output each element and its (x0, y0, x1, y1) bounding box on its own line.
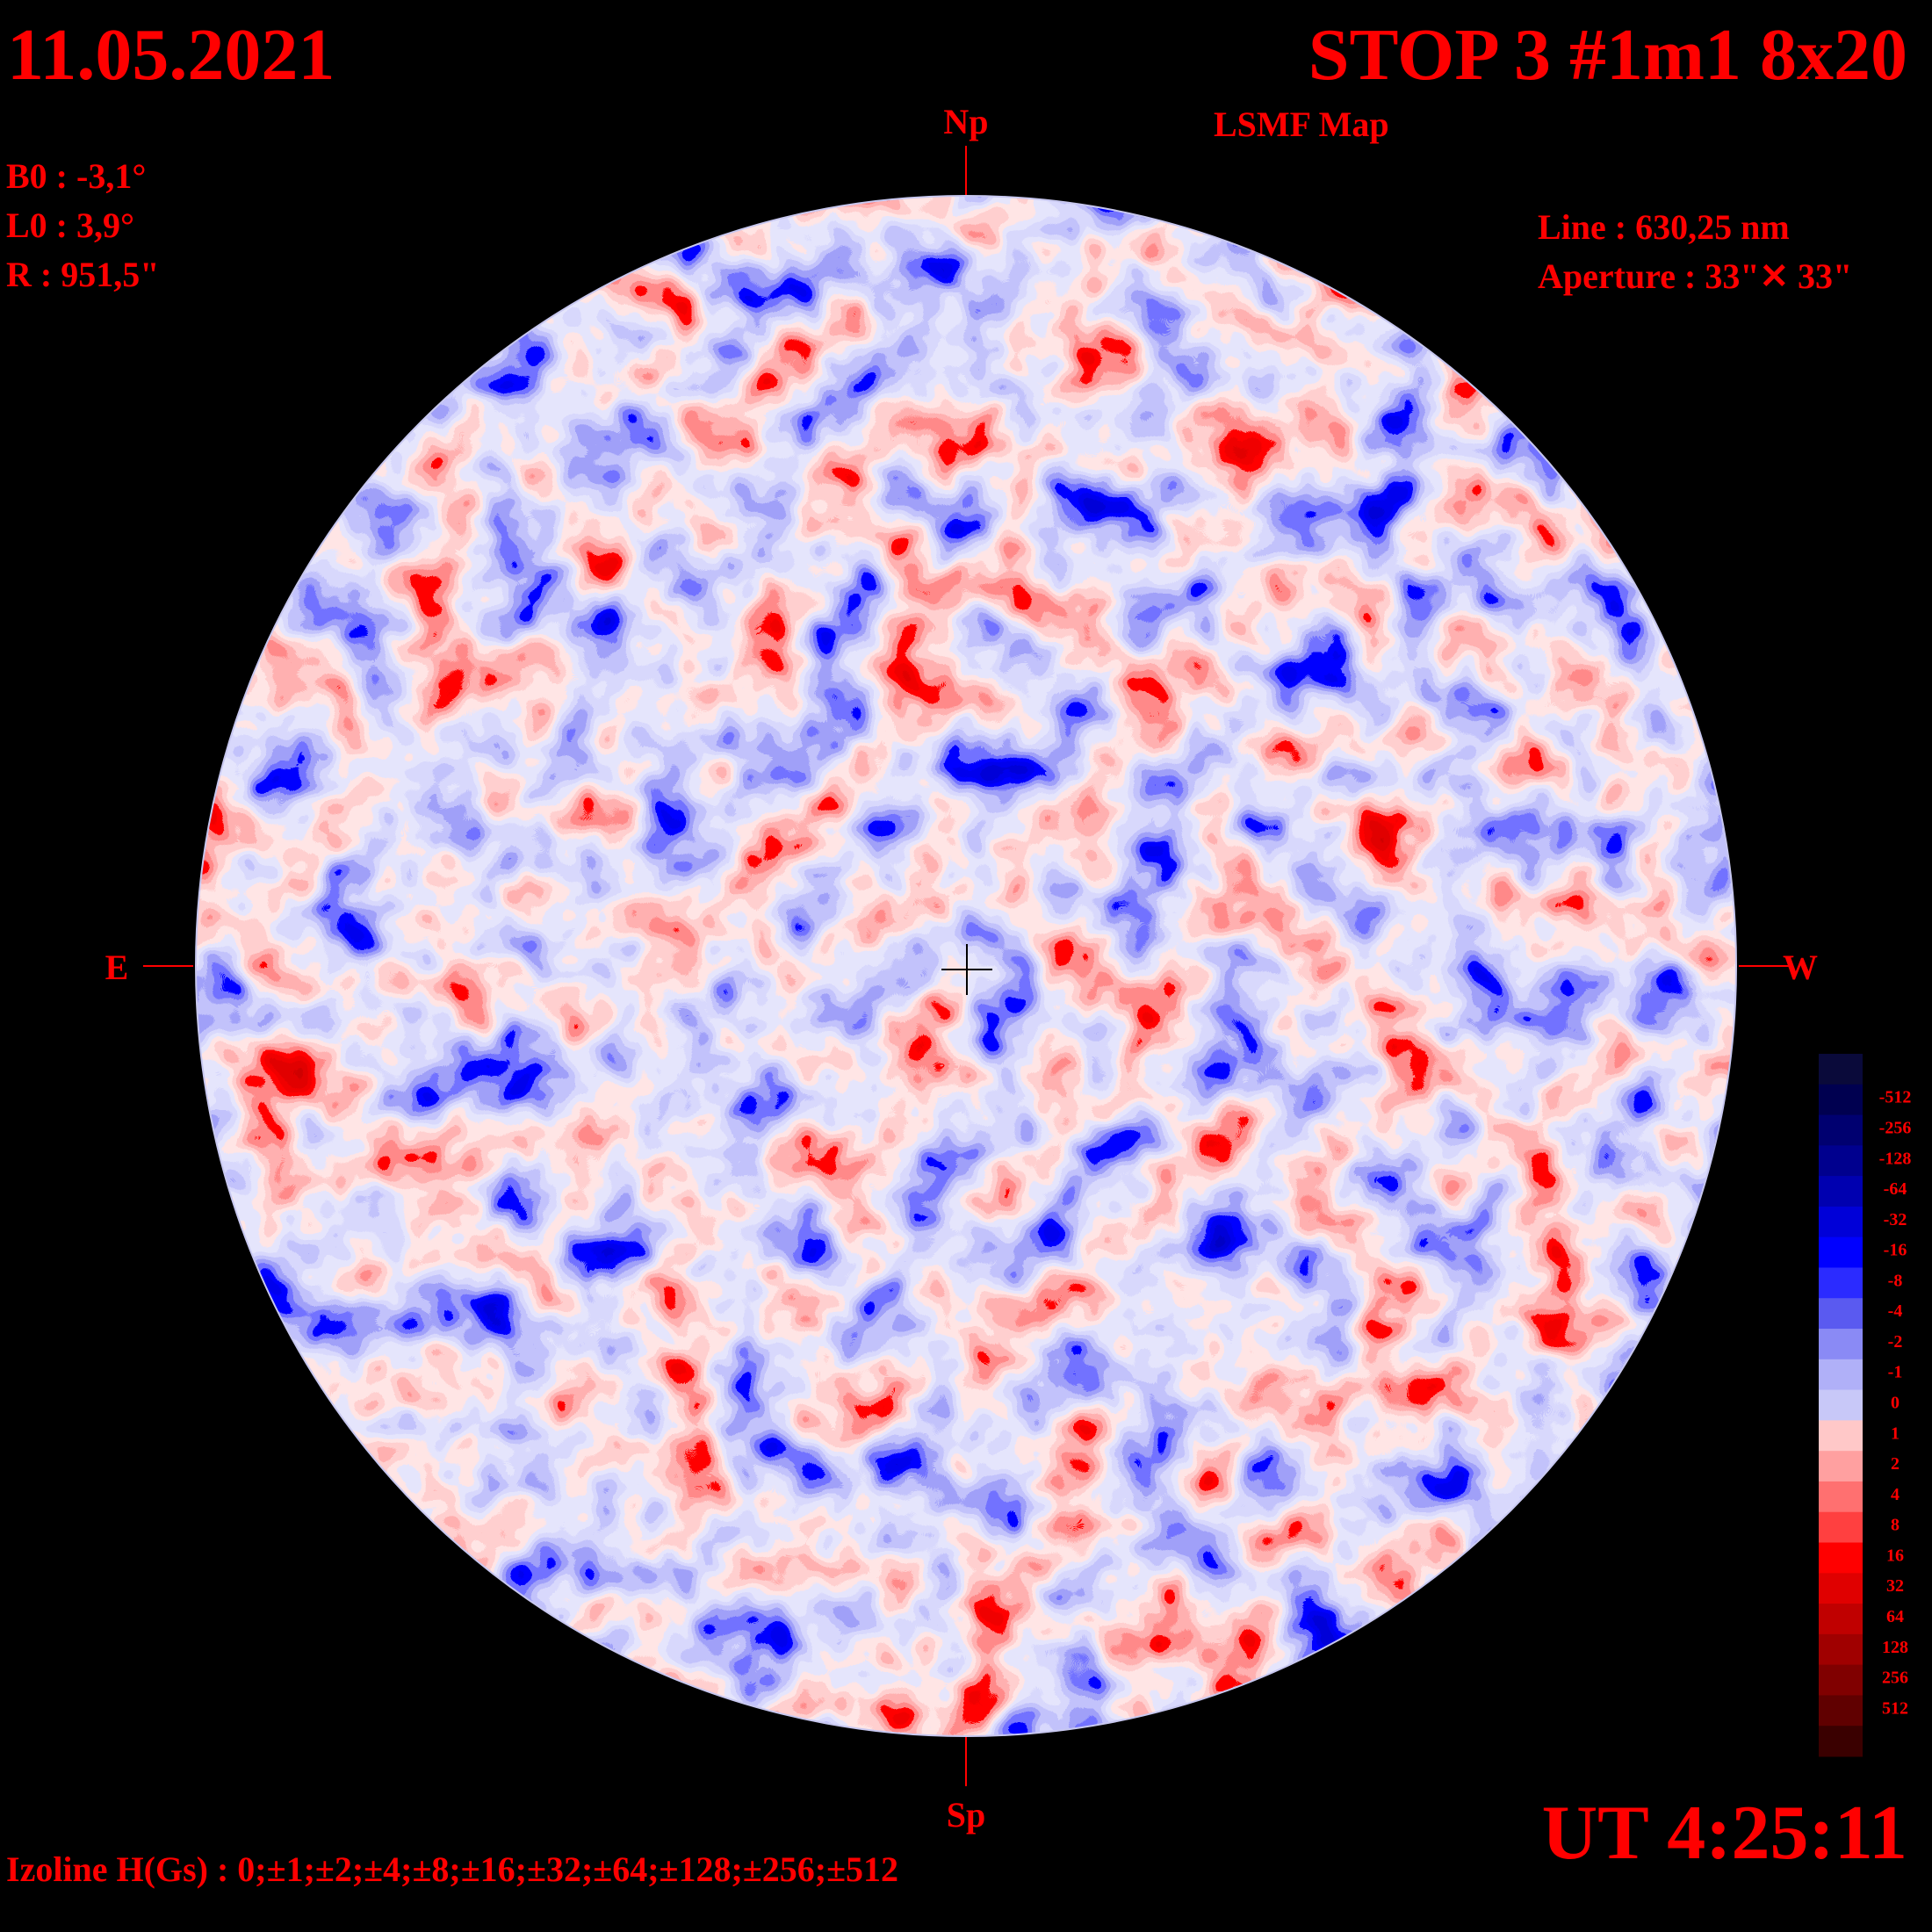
legend-label: 64 (1886, 1607, 1904, 1626)
b0: B0 : -3,1° (6, 156, 146, 196)
legend-label: 4 (1891, 1485, 1900, 1504)
legend-label: 256 (1882, 1669, 1908, 1688)
legend-label: -8 (1888, 1271, 1903, 1290)
legend-label: 8 (1891, 1516, 1900, 1535)
legend-label: -1 (1888, 1363, 1903, 1382)
east-label: E (105, 948, 129, 987)
legend-label: -128 (1879, 1149, 1912, 1168)
disk-edge (195, 195, 1737, 1737)
legend-label: 1 (1891, 1424, 1900, 1443)
legend-swatch (1819, 1206, 1863, 1238)
l0: L0 : 3,9° (6, 205, 134, 245)
legend-swatch (1819, 1359, 1863, 1391)
legend-swatch (1819, 1145, 1863, 1177)
legend-swatch (1819, 1389, 1863, 1421)
legend-label: 0 (1891, 1394, 1900, 1413)
south-label: Sp (947, 1795, 986, 1835)
legend-label: 16 (1886, 1546, 1904, 1565)
center-cross (941, 944, 992, 995)
subtitle: LSMF Map (1214, 105, 1389, 144)
time: UT 4:25:11 (1542, 1791, 1907, 1876)
legend-label: 32 (1886, 1576, 1904, 1596)
legend-label: -32 (1884, 1210, 1907, 1229)
legend-swatch (1819, 1114, 1863, 1146)
legend-swatch (1819, 1298, 1863, 1330)
legend-swatch (1819, 1542, 1863, 1574)
north-label: Np (943, 102, 988, 141)
legend-swatch (1819, 1329, 1863, 1360)
legend-swatch (1819, 1420, 1863, 1452)
legend-swatch (1819, 1084, 1863, 1116)
legend-swatch (1819, 1236, 1863, 1268)
legend-label: -2 (1888, 1332, 1903, 1352)
legend-swatch (1819, 1481, 1863, 1513)
legend-label: -512 (1879, 1088, 1912, 1107)
west-label: W (1783, 948, 1818, 987)
aperture: Aperture : 33"✕ 33" (1538, 256, 1852, 296)
legend-swatch (1819, 1664, 1863, 1696)
legend-swatch (1819, 1726, 1863, 1757)
izoline: Izoline H(Gs) : 0;±1;±2;±4;±8;±16;±32;±6… (6, 1849, 898, 1889)
line: Line : 630,25 nm (1538, 207, 1790, 247)
legend-label: 512 (1882, 1698, 1908, 1718)
axes (143, 146, 1789, 1786)
legend-swatch (1819, 1573, 1863, 1604)
legend-label: -4 (1888, 1301, 1903, 1321)
title: STOP 3 #1m1 8x20 (1308, 14, 1907, 96)
legend-label: 2 (1891, 1454, 1900, 1474)
legend-label: -256 (1879, 1118, 1912, 1137)
legend-swatch (1819, 1451, 1863, 1482)
legend-swatch (1819, 1604, 1863, 1635)
legend-label: -64 (1884, 1179, 1907, 1199)
legend-label: -16 (1884, 1241, 1907, 1260)
legend: -512 -256 -128 -64 -32 -16 -8 -4 -2 -1 0 1 2 4 8 16 32 64… (1819, 1054, 1911, 1757)
radius: R : 951,5" (6, 255, 159, 294)
legend-swatch (1819, 1176, 1863, 1208)
legend-swatch (1819, 1695, 1863, 1727)
legend-swatch (1819, 1267, 1863, 1299)
legend-swatch (1819, 1054, 1863, 1085)
legend-swatch (1819, 1633, 1863, 1666)
legend-swatch (1819, 1511, 1863, 1544)
date: 11.05.2021 (7, 14, 335, 96)
legend-label: 128 (1882, 1638, 1908, 1657)
